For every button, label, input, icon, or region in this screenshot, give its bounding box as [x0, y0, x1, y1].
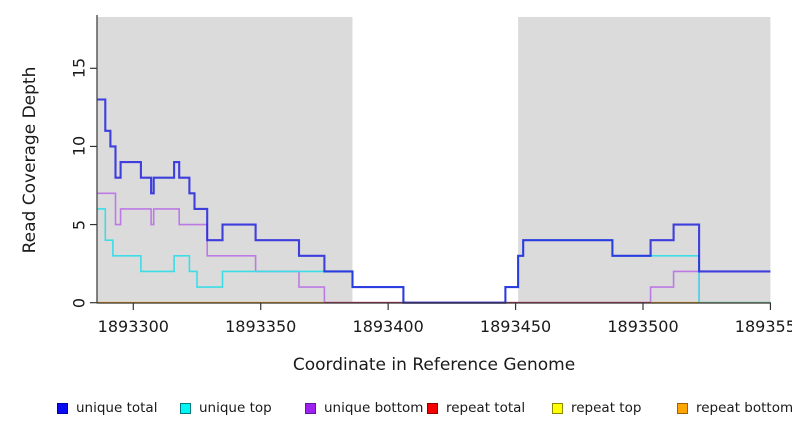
- y-tick-label: 15: [69, 58, 89, 79]
- y-tick-label: 5: [69, 219, 89, 230]
- x-tick-label: 1893550: [734, 317, 792, 336]
- legend-swatch-icon: [552, 402, 563, 414]
- y-axis-title: Read Coverage Depth: [20, 66, 40, 254]
- x-tick-label: 1893500: [607, 317, 679, 336]
- legend-label: unique top: [199, 400, 272, 416]
- y-tick-label: 10: [69, 136, 89, 157]
- legend-item-repeat-total: repeat total: [427, 399, 525, 417]
- legend-swatch-icon: [677, 402, 688, 414]
- legend-swatch-icon: [180, 402, 191, 414]
- legend-item-unique-bottom: unique bottom: [305, 399, 423, 417]
- x-tick-label: 1893400: [352, 317, 424, 336]
- legend-item-repeat-top: repeat top: [552, 399, 641, 417]
- legend-item-repeat-bottom: repeat bottom: [677, 399, 792, 417]
- y-tick-label: 0: [69, 297, 89, 308]
- legend-label: repeat bottom: [696, 400, 792, 416]
- clone-region-shade: [97, 17, 353, 303]
- legend-swatch-icon: [427, 402, 438, 414]
- legend-item-unique-total: unique total: [57, 399, 157, 417]
- legend: unique total unique top unique bottom repea…: [0, 399, 792, 419]
- legend-swatch-icon: [57, 402, 68, 414]
- legend-label: unique total: [76, 400, 158, 416]
- legend-item-unique-top: unique top: [180, 399, 272, 417]
- legend-label: unique bottom: [324, 400, 424, 416]
- x-tick-label: 1893450: [479, 317, 552, 336]
- line-unique-bottom: [97, 192, 771, 304]
- legend-swatch-icon: [305, 402, 316, 414]
- legend-label: repeat top: [571, 400, 642, 416]
- line-unique-total: [97, 98, 771, 304]
- clone-region-shade: [518, 17, 771, 303]
- legend-label: repeat total: [446, 400, 526, 416]
- x-tick-label: 1893350: [225, 317, 297, 336]
- x-axis-title: Coordinate in Reference Genome: [292, 355, 576, 375]
- x-tick-label: 1893300: [97, 317, 169, 336]
